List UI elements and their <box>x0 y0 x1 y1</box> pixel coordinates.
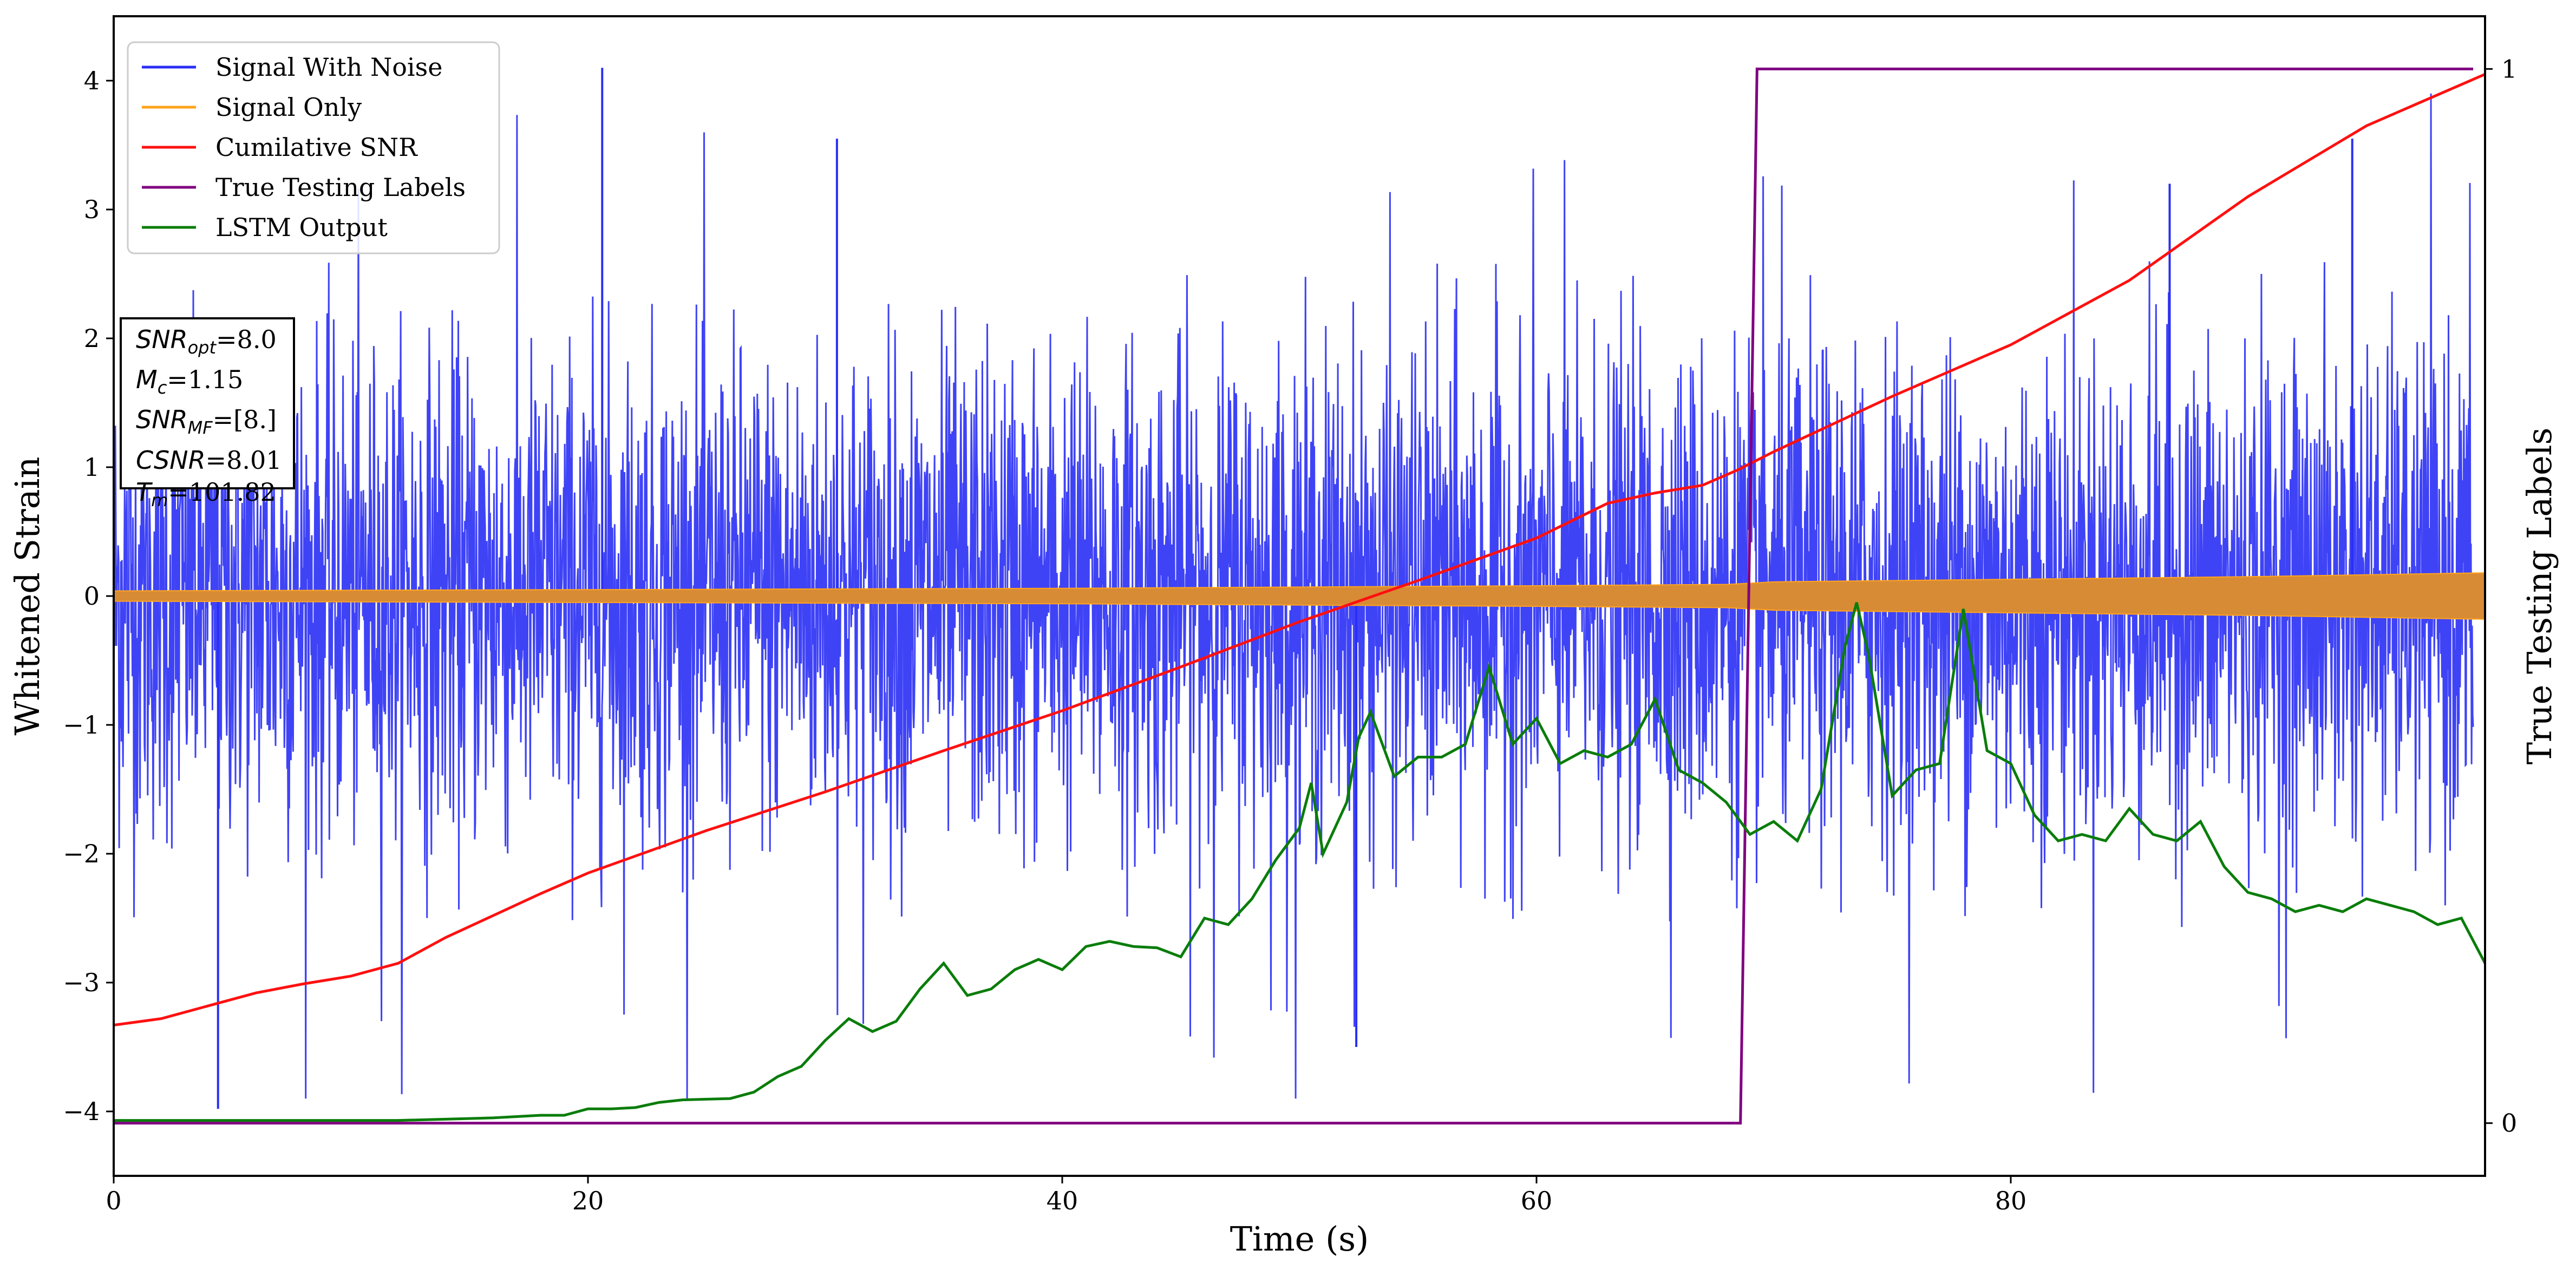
y-left-tick-label: 0 <box>84 581 100 611</box>
y-axis-left-label: Whitened Strain <box>8 457 47 736</box>
x-tick-label: 60 <box>1521 1186 1553 1215</box>
signal-with-noise-line <box>114 93 2474 1099</box>
y-left-tick-label: −2 <box>63 839 100 868</box>
y-right-tick-label: 0 <box>2501 1109 2517 1138</box>
y-left-tick-label: 3 <box>84 195 100 224</box>
signal-only-layer <box>114 572 2485 620</box>
snr-opt-row: SNRopt=8.0 <box>136 325 277 358</box>
legend-label: LSTM Output <box>215 213 388 242</box>
x-tick-label: 0 <box>106 1186 121 1215</box>
legend: Signal With Noise Signal Only Cumilative S… <box>127 41 500 254</box>
x-axis-label: Time (s) <box>1230 1219 1369 1259</box>
csnr-row: CSNR=8.01 <box>136 445 282 475</box>
x-tick-label: 80 <box>1995 1186 2027 1215</box>
y-left-tick-label: −4 <box>63 1097 100 1126</box>
legend-label: Signal With Noise <box>215 53 442 82</box>
lstm-output-line <box>114 602 2485 1122</box>
y-left-tick-label: −3 <box>63 968 100 997</box>
signal-with-noise-layer <box>114 68 2474 1109</box>
lines-layer <box>114 67 2485 1125</box>
legend-label: Signal Only <box>215 93 362 122</box>
true-testing-labels-line <box>114 67 2474 1125</box>
parameters-box: SNRopt=8.0 Mc=1.15 SNRMF=[8.] CSNR=8.01 … <box>120 317 295 511</box>
y-left-tick-label: 1 <box>84 453 100 482</box>
chirp-mass-row: Mc=1.15 <box>136 365 244 398</box>
legend-label: True Testing Labels <box>215 173 466 202</box>
signal-only-band <box>114 572 2485 620</box>
merger-time-row: Tm=101.82 <box>136 477 276 511</box>
x-tick-label: 20 <box>572 1186 604 1215</box>
y-left-tick-label: 4 <box>84 66 100 95</box>
legend-label: Cumilative SNR <box>215 133 418 162</box>
y-right-tick-label: 1 <box>2501 54 2517 83</box>
y-left-tick-label: −1 <box>63 710 100 740</box>
x-tick-label: 40 <box>1047 1186 1078 1215</box>
legend-box <box>127 41 500 254</box>
snr-mf-row: SNRMF=[8.] <box>136 405 277 439</box>
cumulative-snr-line <box>114 73 2485 1027</box>
y-left-tick-label: 2 <box>84 324 100 353</box>
y-axis-right-label: True Testing Labels <box>2520 428 2559 765</box>
